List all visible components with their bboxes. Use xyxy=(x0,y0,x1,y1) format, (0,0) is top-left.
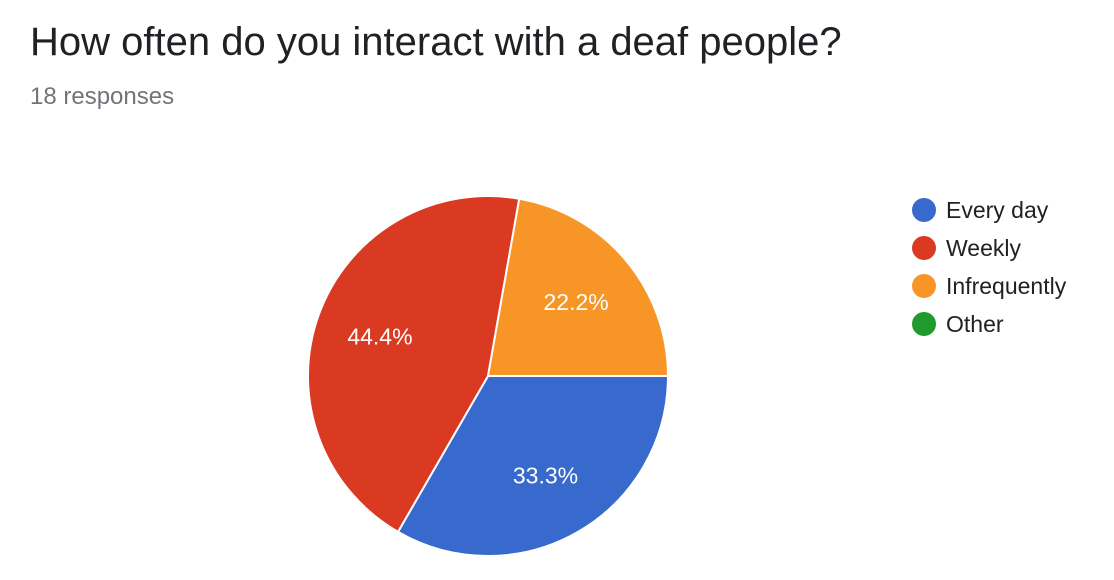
legend-swatch-icon xyxy=(912,198,936,222)
pie-slice-infrequently[interactable] xyxy=(487,197,669,377)
legend-swatch-icon xyxy=(912,236,936,260)
legend-item-every-day[interactable]: Every day xyxy=(912,191,1066,229)
pie-slice-labels: 33.3% 44.4% 22.2% xyxy=(347,289,608,489)
chart-title: How often do you interact with a deaf pe… xyxy=(30,20,842,64)
legend-label: Every day xyxy=(946,196,1049,223)
pie-slices xyxy=(307,195,669,557)
legend-label: Other xyxy=(946,310,1004,337)
pie-slice-every-day[interactable] xyxy=(397,375,669,557)
legend-item-other[interactable]: Other xyxy=(912,305,1066,343)
legend-swatch-icon xyxy=(912,274,936,298)
legend-label: Infrequently xyxy=(946,272,1067,299)
chart-legend: Every day Weekly Infrequently Other xyxy=(912,191,1066,343)
pie-slice-label: 44.4% xyxy=(347,324,412,350)
legend-label: Weekly xyxy=(946,234,1021,261)
pie-slice-label: 33.3% xyxy=(513,463,578,489)
pie-slice-label: 22.2% xyxy=(543,289,608,315)
legend-item-infrequently[interactable]: Infrequently xyxy=(912,267,1066,305)
legend-swatch-icon xyxy=(912,312,936,336)
pie-slice-weekly[interactable] xyxy=(307,195,521,533)
response-count: 18 responses xyxy=(30,83,175,110)
legend-item-weekly[interactable]: Weekly xyxy=(912,229,1066,267)
